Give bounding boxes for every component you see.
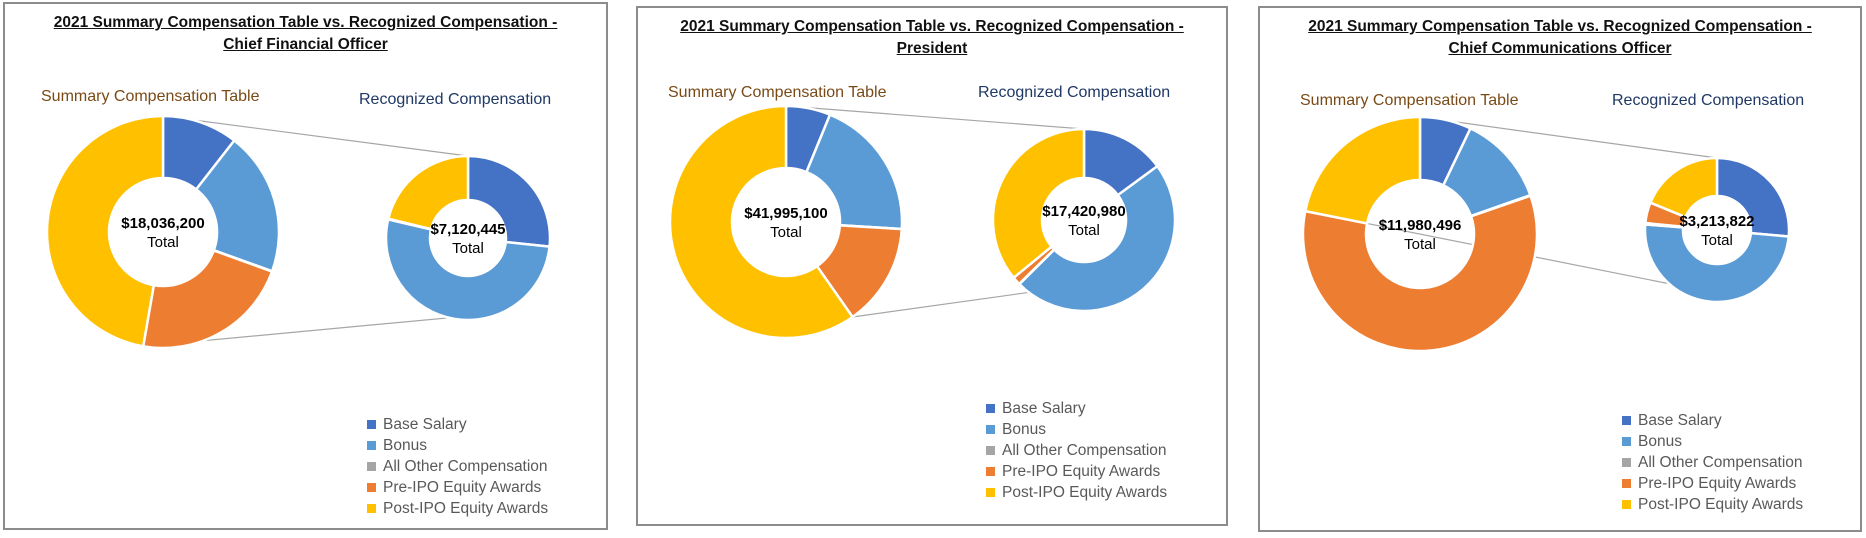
sct-slice-post-ipo	[668, 104, 855, 340]
sct-total-value: $41,995,100	[744, 205, 827, 222]
legend-swatch	[367, 504, 376, 513]
legend-item-all-other: All Other Compensation	[1622, 452, 1803, 473]
rc-slice-base-salary	[1715, 156, 1791, 238]
sct-slice-pre-ipo	[1301, 194, 1539, 353]
chart-title: 2021 Summary Compensation Table vs. Reco…	[680, 18, 1184, 57]
legend-swatch	[986, 467, 995, 476]
legend-item-pre-ipo: Pre-IPO Equity Awards	[1622, 473, 1803, 494]
sct-slice-post-ipo	[1303, 115, 1422, 225]
legend-item-base-salary: Base Salary	[367, 414, 548, 435]
sct-label: Summary Compensation Table	[668, 84, 887, 101]
legend: Base Salary Bonus All Other Compensation…	[986, 398, 1167, 503]
rc-total-label: Total	[452, 240, 484, 257]
chart-panel-president: 2021 Summary Compensation Table vs. Reco…	[636, 6, 1228, 526]
legend-swatch	[367, 420, 376, 429]
legend: Base Salary Bonus All Other Compensation…	[367, 414, 548, 519]
rc-slice-post-ipo	[1648, 156, 1719, 219]
rc-slice-post-ipo	[386, 154, 470, 231]
legend-item-post-ipo: Post-IPO Equity Awards	[1622, 494, 1803, 515]
connector-line-top	[785, 105, 1085, 130]
rc-slice-bonus	[1017, 164, 1177, 313]
legend: Base Salary Bonus All Other Compensation…	[1622, 410, 1803, 515]
legend-item-bonus: Bonus	[1622, 431, 1803, 452]
sct-total-value: $18,036,200	[121, 215, 204, 232]
legend-item-pre-ipo: Pre-IPO Equity Awards	[986, 461, 1167, 482]
legend-swatch	[986, 404, 995, 413]
rc-label: Recognized Compensation	[359, 91, 552, 108]
rc-total-label: Total	[1068, 222, 1100, 239]
legend-swatch	[986, 488, 995, 497]
rc-slice-post-ipo	[991, 127, 1086, 280]
legend-swatch	[986, 425, 995, 434]
legend-swatch	[367, 462, 376, 471]
chart-title: 2021 Summary Compensation Table vs. Reco…	[1308, 18, 1812, 57]
chart-panel-cfo: 2021 Summary Compensation Table vs. Reco…	[3, 2, 608, 530]
sct-total-label: Total	[147, 234, 179, 251]
connector-line-top	[162, 115, 469, 157]
legend-swatch	[1622, 437, 1631, 446]
legend-swatch	[986, 446, 995, 455]
connector-line-top	[1419, 116, 1718, 159]
legend-swatch	[1622, 500, 1631, 509]
sct-slice-bonus	[804, 113, 904, 231]
legend-item-bonus: Bonus	[986, 419, 1167, 440]
sct-slice-post-ipo	[45, 114, 165, 348]
chart-panel-cco: 2021 Summary Compensation Table vs. Reco…	[1258, 6, 1862, 532]
rc-label: Recognized Compensation	[978, 84, 1171, 101]
rc-label: Recognized Compensation	[1612, 92, 1805, 109]
rc-total-value: $17,420,980	[1042, 203, 1125, 220]
legend-item-post-ipo: Post-IPO Equity Awards	[367, 498, 548, 519]
sct-total-label: Total	[770, 224, 802, 241]
legend-swatch	[1622, 458, 1631, 467]
legend-swatch	[367, 483, 376, 492]
rc-slice-bonus	[1643, 223, 1791, 304]
legend-item-bonus: Bonus	[367, 435, 548, 456]
sct-total-label: Total	[1404, 236, 1436, 253]
rc-slice-base-salary	[466, 154, 552, 249]
legend-swatch	[1622, 479, 1631, 488]
sct-total-value: $11,980,496	[1379, 217, 1462, 234]
legend-item-base-salary: Base Salary	[1622, 410, 1803, 431]
sct-slice-bonus	[194, 138, 281, 273]
legend-item-all-other: All Other Compensation	[367, 456, 548, 477]
legend-swatch	[1622, 416, 1631, 425]
chart-title: 2021 Summary Compensation Table vs. Reco…	[53, 14, 558, 53]
rc-slice-bonus	[384, 217, 551, 322]
rc-total-value: $3,213,822	[1679, 213, 1754, 230]
legend-item-all-other: All Other Compensation	[986, 440, 1167, 461]
legend-swatch	[367, 441, 376, 450]
legend-item-base-salary: Base Salary	[986, 398, 1167, 419]
legend-item-post-ipo: Post-IPO Equity Awards	[986, 482, 1167, 503]
rc-total-label: Total	[1701, 232, 1733, 249]
sct-label: Summary Compensation Table	[1300, 92, 1519, 109]
rc-total-value: $7,120,445	[430, 221, 505, 238]
sct-label: Summary Compensation Table	[41, 88, 260, 105]
legend-item-pre-ipo: Pre-IPO Equity Awards	[367, 477, 548, 498]
sct-slice-pre-ipo	[141, 248, 274, 350]
